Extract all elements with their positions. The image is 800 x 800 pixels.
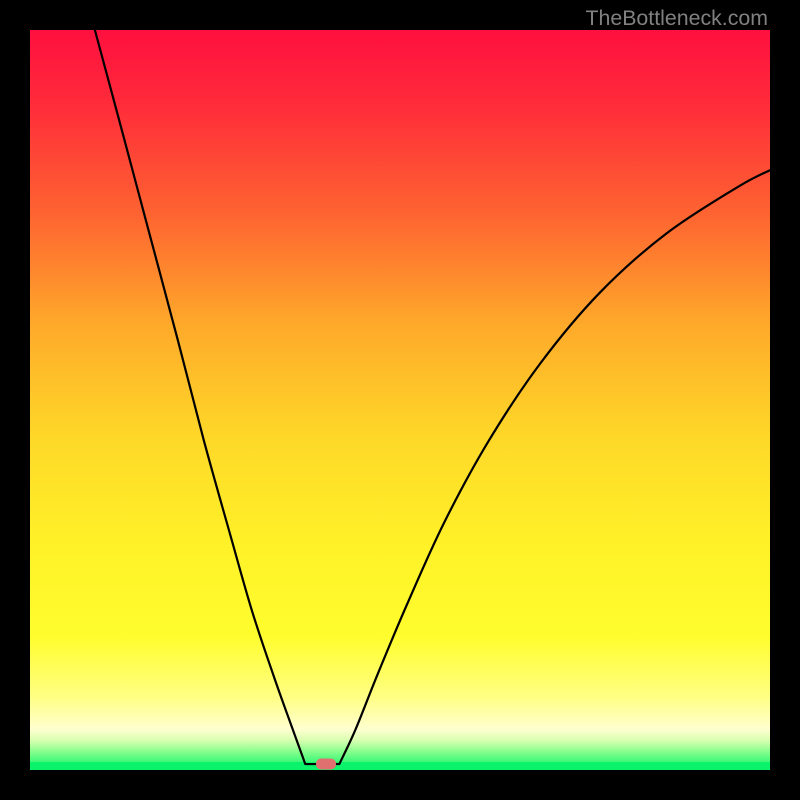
curve-path bbox=[93, 23, 778, 764]
chart-canvas: TheBottleneck.com bbox=[0, 0, 800, 800]
current-config-marker bbox=[316, 759, 336, 770]
plot-area bbox=[30, 30, 770, 770]
watermark-text: TheBottleneck.com bbox=[585, 6, 768, 31]
bottleneck-curve bbox=[30, 30, 770, 770]
